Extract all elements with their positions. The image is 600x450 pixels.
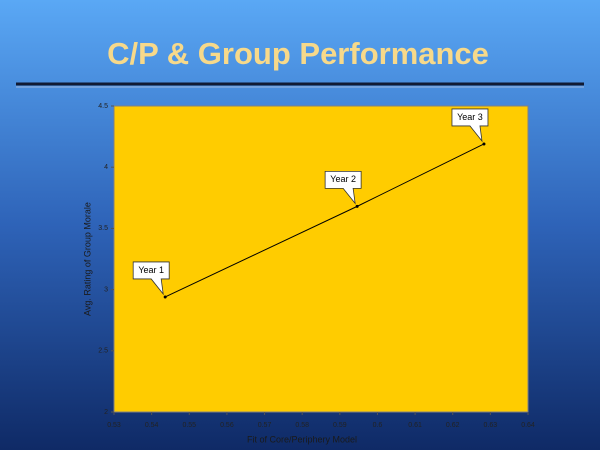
- callout: [132, 261, 170, 296]
- x-tick-label: 0.64: [521, 422, 535, 429]
- point-label: Year 3: [457, 112, 483, 122]
- y-tick-label: 3.5: [98, 225, 108, 232]
- x-tick-label: 0.55: [182, 422, 196, 429]
- y-tick-label: 2: [104, 409, 108, 416]
- callout: [324, 170, 362, 205]
- x-tick-label: 0.62: [446, 422, 460, 429]
- y-axis-label: Avg. Rating of Group Morale: [82, 202, 92, 316]
- point-label: Year 1: [138, 265, 164, 275]
- callout: [451, 108, 489, 143]
- y-tick-label: 4: [104, 164, 108, 171]
- data-point: [482, 142, 486, 146]
- y-tick-label: 2.5: [98, 348, 108, 355]
- x-tick-label: 0.56: [220, 422, 234, 429]
- x-tick-label: 0.58: [295, 422, 309, 429]
- x-tick-label: 0.57: [258, 422, 272, 429]
- x-tick-label: 0.59: [333, 422, 347, 429]
- x-tick-label: 0.53: [107, 422, 121, 429]
- data-point: [163, 295, 167, 299]
- x-axis-label: Fit of Core/Periphery Model: [247, 434, 357, 444]
- plot-area: [113, 105, 529, 413]
- x-tick-label: 0.63: [484, 422, 498, 429]
- y-tick-label: 4.5: [98, 103, 108, 110]
- data-point: [355, 204, 359, 208]
- x-tick-label: 0.61: [408, 422, 422, 429]
- point-label: Year 2: [330, 174, 356, 184]
- y-tick-label: 3: [104, 286, 108, 293]
- slide-title: C/P & Group Performance: [107, 36, 489, 71]
- x-tick-label: 0.6: [373, 422, 383, 429]
- x-tick-label: 0.54: [145, 422, 159, 429]
